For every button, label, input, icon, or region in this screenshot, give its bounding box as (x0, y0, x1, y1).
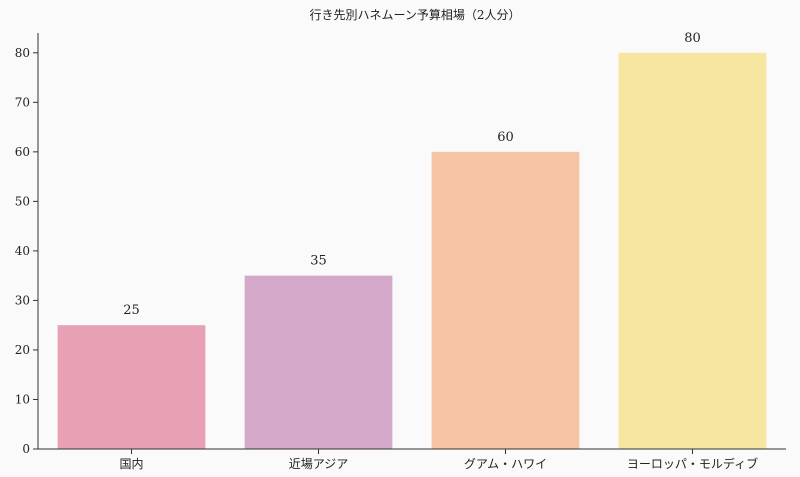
y-tick-label: 60 (15, 145, 30, 159)
value-label: 80 (684, 31, 701, 46)
x-tick-label: グアム・ハワイ (464, 457, 547, 471)
x-tick-label: ヨーロッパ・モルディブ (627, 456, 758, 471)
y-tick-label: 20 (15, 343, 30, 357)
value-label: 60 (497, 130, 514, 145)
x-tick-label: 国内 (119, 457, 143, 471)
bars: 25 35 60 80 (57, 31, 767, 450)
bar-3 (431, 151, 580, 449)
y-tick-label: 10 (15, 392, 30, 406)
y-tick-label: 80 (15, 46, 30, 60)
value-label: 35 (310, 254, 327, 269)
y-axis: 0 10 20 30 40 50 60 70 80 (15, 33, 39, 456)
y-tick-label: 50 (15, 194, 30, 208)
bar-2 (244, 275, 393, 449)
y-tick-label: 40 (15, 244, 30, 258)
y-tick-label: 70 (15, 95, 30, 109)
bar-4 (618, 52, 767, 450)
value-label: 25 (123, 303, 140, 318)
y-tick-label: 0 (22, 442, 30, 456)
chart-title: 行き先別ハネムーン予算相場（2人分） (309, 7, 520, 22)
x-axis: 国内 近場アジア グアム・ハワイ ヨーロッパ・モルディブ (38, 448, 786, 471)
bar-1 (57, 325, 206, 449)
y-tick-label: 30 (15, 293, 30, 307)
x-tick-label: 近場アジア (289, 457, 349, 471)
